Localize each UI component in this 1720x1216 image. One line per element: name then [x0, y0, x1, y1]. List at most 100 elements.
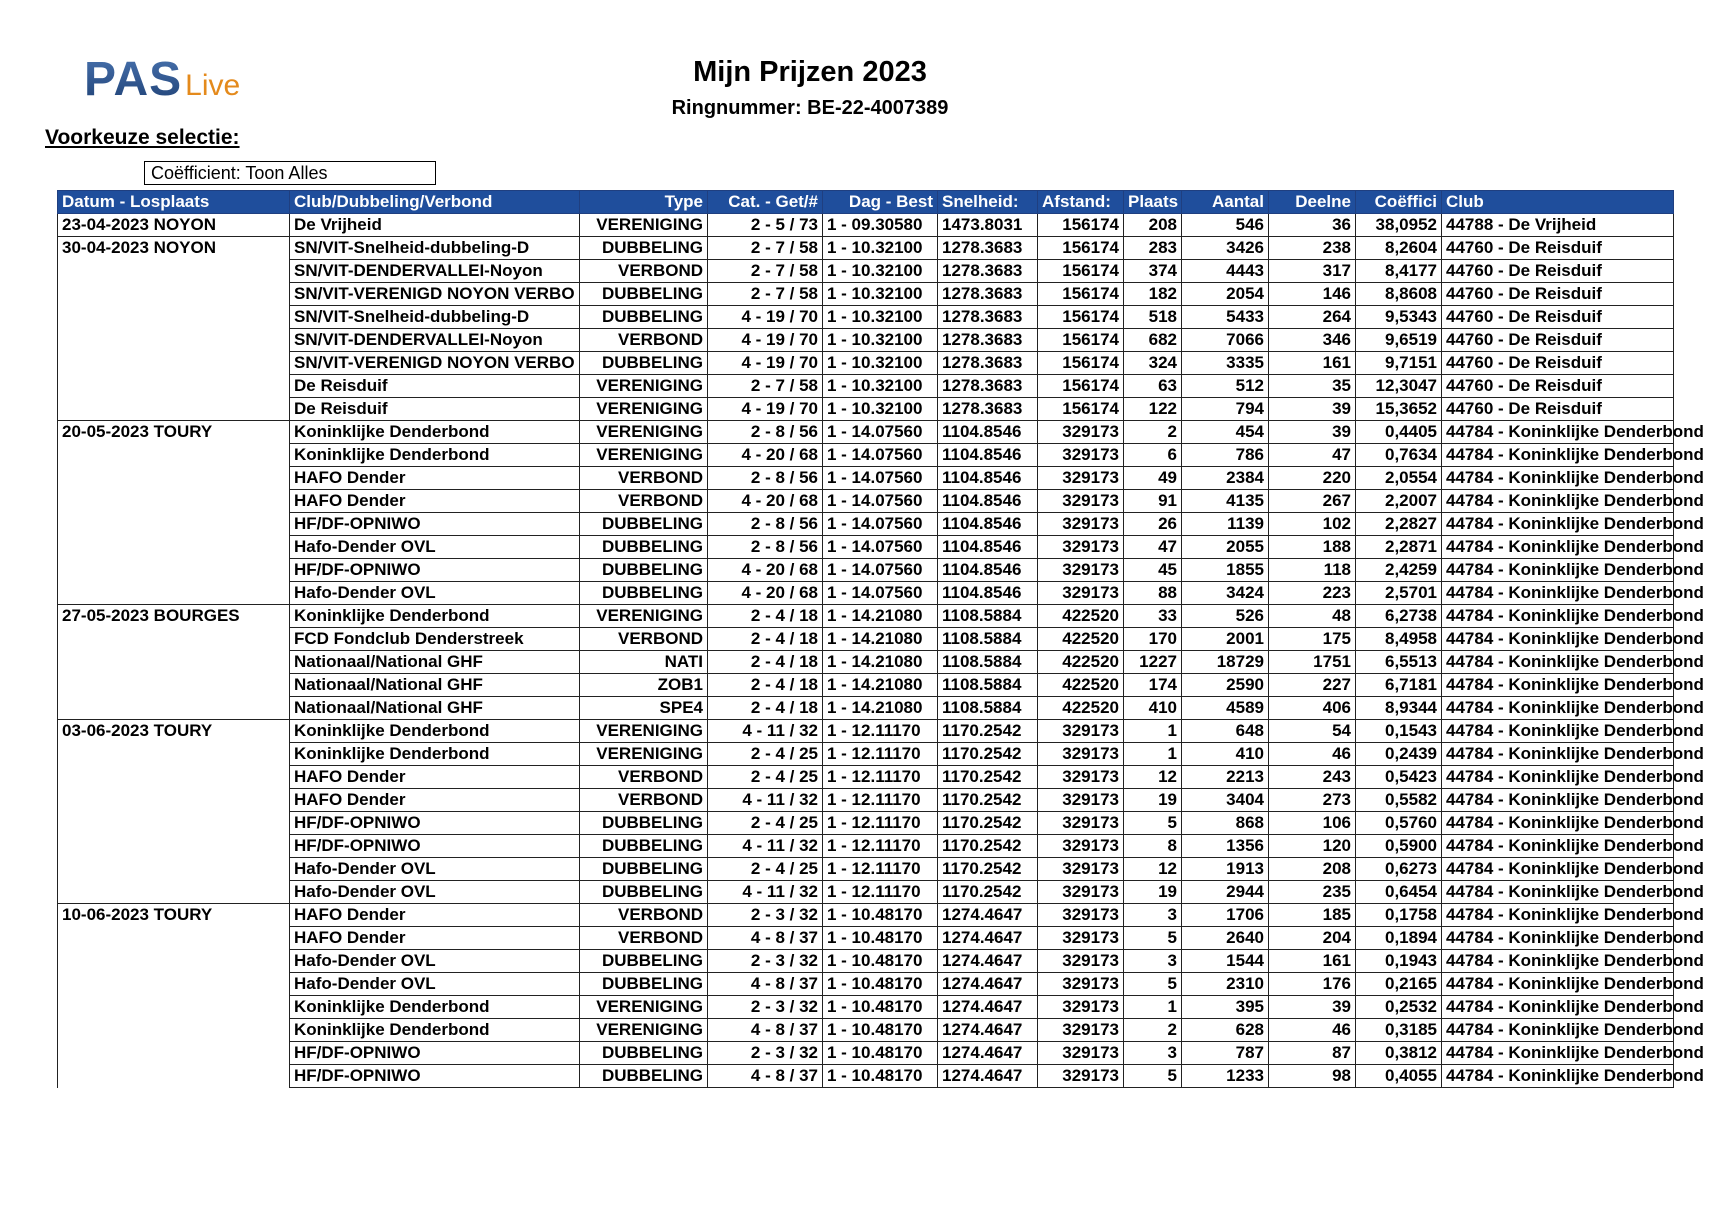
cell-afstand: 329173: [1037, 995, 1124, 1019]
cell-type: VERENIGING: [579, 742, 708, 766]
cell-afstand: 329173: [1037, 834, 1124, 858]
cell-plaats: 47: [1123, 535, 1182, 559]
cell-coefficient: 2,2871: [1355, 535, 1442, 559]
cell-type: ZOB1: [579, 673, 708, 697]
cell-type: VERBOND: [579, 489, 708, 513]
prizes-table: Datum - Losplaats Club/Dubbeling/Verbond T…: [57, 190, 1704, 1088]
cell-dag-best: 1 - 10.48170: [822, 949, 938, 973]
cell-type: DUBBELING: [579, 1064, 708, 1088]
cell-cat-get: 2 - 4 / 25: [707, 857, 823, 881]
cell-cat-get: 4 - 11 / 32: [707, 880, 823, 904]
cell-club: 44760 - De Reisduif: [1441, 282, 1674, 306]
cell-date-location: [57, 673, 290, 697]
cell-aantal: 4443: [1181, 259, 1269, 283]
cell-club-dubbeling-verbond: HF/DF-OPNIWO: [289, 558, 580, 582]
cell-type: VERBOND: [579, 926, 708, 950]
cell-cat-get: 2 - 4 / 25: [707, 742, 823, 766]
cell-date-location: [57, 581, 290, 605]
cell-cat-get: 4 - 20 / 68: [707, 558, 823, 582]
cell-plaats: 2: [1123, 1018, 1182, 1042]
cell-afstand: 329173: [1037, 742, 1124, 766]
cell-snelheid: 1104.8546: [937, 443, 1038, 467]
cell-deelnemers: 102: [1268, 512, 1356, 536]
cell-snelheid: 1104.8546: [937, 535, 1038, 559]
cell-snelheid: 1274.4647: [937, 903, 1038, 927]
table-row: HAFO Dender VERBOND 4 - 20 / 68 1 - 14.0756…: [57, 489, 1704, 513]
table-row: SN/VIT-DENDERVALLEI-Noyon VERBOND 2 - 7 / …: [57, 259, 1674, 283]
table-row: 03-06-2023 TOURY Koninklijke Denderbond VE…: [57, 719, 1704, 743]
cell-deelnemers: 36: [1268, 213, 1356, 237]
cell-club-dubbeling-verbond: Hafo-Dender OVL: [289, 535, 580, 559]
cell-aantal: 5433: [1181, 305, 1269, 329]
cell-date-location: 03-06-2023 TOURY: [57, 719, 290, 743]
cell-date-location: [57, 949, 290, 973]
cell-afstand: 422520: [1037, 650, 1124, 674]
cell-club-dubbeling-verbond: Hafo-Dender OVL: [289, 949, 580, 973]
cell-snelheid: 1278.3683: [937, 374, 1038, 398]
cell-deelnemers: 264: [1268, 305, 1356, 329]
cell-dag-best: 1 - 14.07560: [822, 466, 938, 490]
cell-date-location: 30-04-2023 NOYON: [57, 236, 290, 260]
cell-snelheid: 1278.3683: [937, 236, 1038, 260]
table-row: HF/DF-OPNIWO DUBBELING 4 - 20 / 68 1 - 14.0…: [57, 558, 1704, 582]
cell-coefficient: 2,4259: [1355, 558, 1442, 582]
cell-cat-get: 4 - 20 / 68: [707, 489, 823, 513]
cell-type: DUBBELING: [579, 1041, 708, 1065]
cell-type: VERENIGING: [579, 604, 708, 628]
cell-plaats: 682: [1123, 328, 1182, 352]
table-row: Hafo-Dender OVL DUBBELING 2 - 3 / 32 1 - 10…: [57, 949, 1704, 973]
cell-club-dubbeling-verbond: HAFO Dender: [289, 466, 580, 490]
cell-date-location: [57, 351, 290, 375]
cell-deelnemers: 47: [1268, 443, 1356, 467]
cell-coefficient: 0,4405: [1355, 420, 1442, 444]
cell-club-dubbeling-verbond: Hafo-Dender OVL: [289, 880, 580, 904]
cell-type: DUBBELING: [579, 949, 708, 973]
column-header-coefficient: Coëffici: [1355, 190, 1442, 214]
cell-deelnemers: 120: [1268, 834, 1356, 858]
table-row: Hafo-Dender OVL DUBBELING 4 - 11 / 32 1 - 1…: [57, 880, 1704, 904]
cell-plaats: 91: [1123, 489, 1182, 513]
cell-snelheid: 1170.2542: [937, 719, 1038, 743]
cell-club-dubbeling-verbond: HF/DF-OPNIWO: [289, 512, 580, 536]
cell-club-dubbeling-verbond: HAFO Dender: [289, 788, 580, 812]
cell-club: 44760 - De Reisduif: [1441, 328, 1674, 352]
cell-club-dubbeling-verbond: Koninklijke Denderbond: [289, 719, 580, 743]
cell-cat-get: 4 - 11 / 32: [707, 788, 823, 812]
cell-date-location: [57, 742, 290, 766]
cell-club-dubbeling-verbond: De Vrijheid: [289, 213, 580, 237]
column-header-type: Type: [579, 190, 708, 214]
cell-club-dubbeling-verbond: HAFO Dender: [289, 926, 580, 950]
cell-deelnemers: 1751: [1268, 650, 1356, 674]
cell-deelnemers: 39: [1268, 420, 1356, 444]
cell-dag-best: 1 - 10.48170: [822, 903, 938, 927]
cell-type: DUBBELING: [579, 972, 708, 996]
cell-coefficient: 0,4055: [1355, 1064, 1442, 1088]
cell-cat-get: 2 - 8 / 56: [707, 535, 823, 559]
cell-club-dubbeling-verbond: Koninklijke Denderbond: [289, 742, 580, 766]
cell-coefficient: 0,5900: [1355, 834, 1442, 858]
cell-date-location: 23-04-2023 NOYON: [57, 213, 290, 237]
cell-plaats: 324: [1123, 351, 1182, 375]
cell-aantal: 1913: [1181, 857, 1269, 881]
cell-aantal: 2590: [1181, 673, 1269, 697]
cell-afstand: 329173: [1037, 949, 1124, 973]
cell-club: 44784 - Koninklijke Denderbond: [1441, 489, 1704, 513]
logo-text-main: PAS: [84, 53, 183, 106]
cell-snelheid: 1278.3683: [937, 397, 1038, 421]
cell-afstand: 329173: [1037, 1018, 1124, 1042]
cell-club: 44784 - Koninklijke Denderbond: [1441, 995, 1704, 1019]
cell-date-location: [57, 880, 290, 904]
cell-club-dubbeling-verbond: SN/VIT-Snelheid-dubbeling-D: [289, 236, 580, 260]
cell-plaats: 12: [1123, 857, 1182, 881]
cell-aantal: 3404: [1181, 788, 1269, 812]
cell-coefficient: 9,5343: [1355, 305, 1442, 329]
cell-coefficient: 0,3185: [1355, 1018, 1442, 1042]
cell-date-location: [57, 857, 290, 881]
cell-plaats: 19: [1123, 788, 1182, 812]
cell-deelnemers: 238: [1268, 236, 1356, 260]
table-row: SN/VIT-DENDERVALLEI-Noyon VERBOND 4 - 19 /…: [57, 328, 1674, 352]
cell-coefficient: 9,6519: [1355, 328, 1442, 352]
cell-dag-best: 1 - 10.32100: [822, 328, 938, 352]
table-row: HAFO Dender VERBOND 4 - 11 / 32 1 - 12.1117…: [57, 788, 1704, 812]
cell-date-location: [57, 1018, 290, 1042]
